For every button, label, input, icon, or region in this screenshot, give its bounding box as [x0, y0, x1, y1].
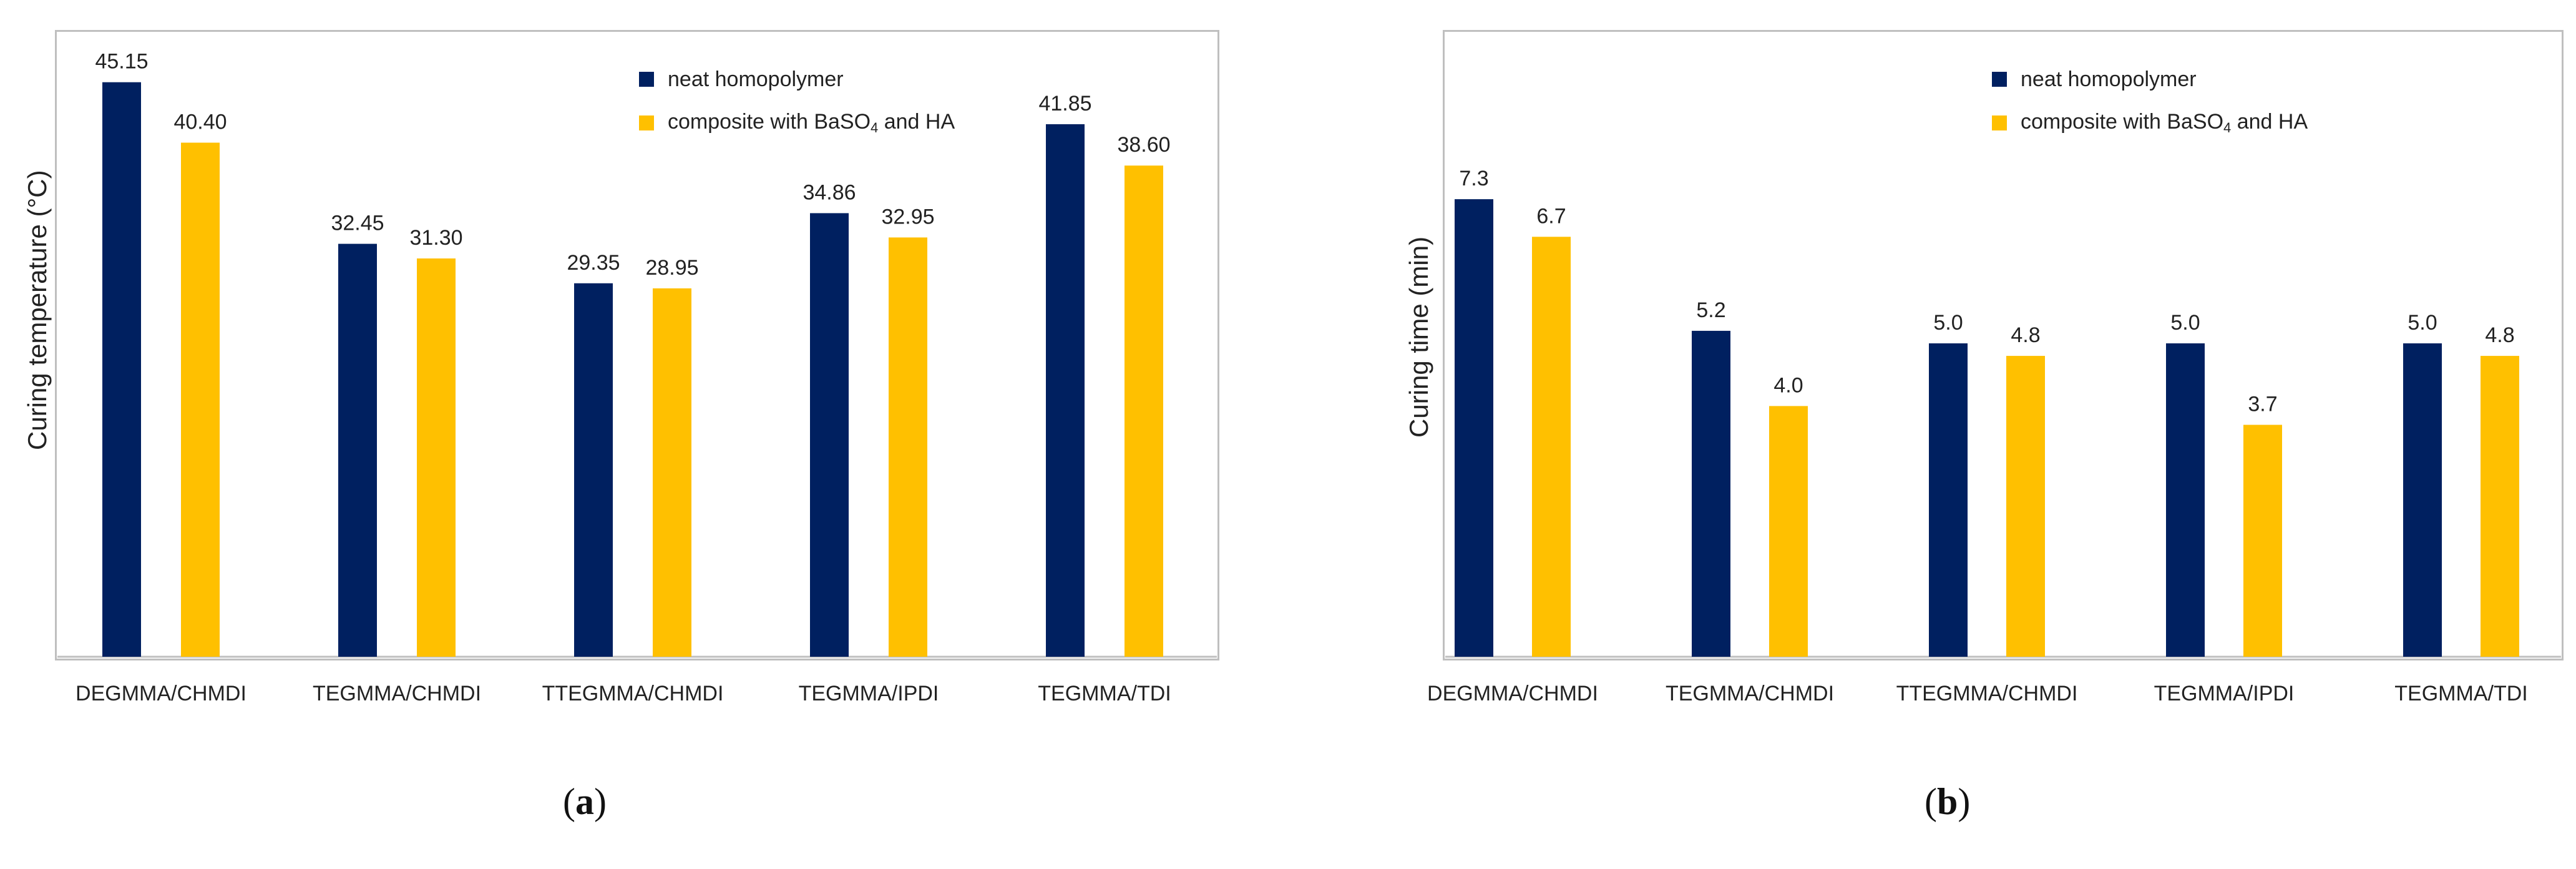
legend-item-composite: composite with BaSO4 and HA: [1992, 101, 2308, 145]
data-label-composite-0: 6.7: [1536, 204, 1566, 228]
legend-swatch-composite: [639, 115, 654, 130]
legend-swatch-neat: [639, 72, 654, 87]
data-label-neat-1: 5.2: [1696, 298, 1725, 322]
bar-neat-2: [1929, 343, 1968, 657]
bar-neat-1: [1692, 330, 1730, 657]
bar-composite-1: [1769, 406, 1808, 657]
data-label-composite-1: 31.30: [409, 226, 462, 250]
data-label-composite-4: 38.60: [1117, 133, 1170, 157]
data-label-neat-2: 5.0: [1933, 311, 1963, 335]
bar-composite-2: [2006, 356, 2045, 657]
bar-composite-3: [2243, 425, 2282, 657]
bar-neat-4: [2403, 343, 2442, 657]
x-tick-label-3: TEGMMA/IPDI: [2154, 682, 2295, 705]
bar-neat-4: [1046, 124, 1085, 657]
x-tick-label-4: TEGMMA/TDI: [1038, 682, 1171, 705]
legend-item-neat: neat homopolymer: [639, 57, 955, 101]
data-label-composite-3: 32.95: [881, 205, 934, 228]
data-label-composite-4: 4.8: [2485, 323, 2514, 347]
data-label-neat-3: 5.0: [2170, 311, 2200, 335]
bar-composite-4: [1125, 165, 1163, 657]
data-label-neat-4: 5.0: [2408, 311, 2437, 335]
bar-composite-1: [417, 258, 456, 657]
data-label-neat-2: 29.35: [567, 251, 620, 275]
legend-label-neat: neat homopolymer: [668, 67, 844, 91]
data-label-neat-4: 41.85: [1038, 92, 1091, 115]
panel-caption-b: (b): [1925, 781, 1971, 822]
panel-caption-a: (a): [563, 781, 607, 822]
x-tick-label-1: TEGMMA/CHMDI: [1666, 682, 1834, 705]
legend-swatch-neat: [1992, 72, 2007, 87]
legend-label-neat: neat homopolymer: [2021, 67, 2197, 91]
chart-frame-a: [55, 30, 1219, 660]
bar-neat-3: [810, 213, 849, 657]
bar-chart-a: 45.15 40.40 DEGMMA/CHMDI 32.45 31.30 TEGMMA/C…: [57, 50, 1217, 705]
data-label-composite-3: 3.7: [2248, 393, 2277, 416]
data-label-neat-3: 34.86: [803, 180, 856, 204]
bar-composite-4: [2481, 356, 2519, 657]
data-label-neat-0: 7.3: [1459, 167, 1488, 190]
bar-neat-0: [1455, 199, 1493, 657]
x-tick-label-3: TEGMMA/IPDI: [799, 682, 939, 705]
chart-panel-b: Curing time (min) 7.3 6.7 DEGMMA/CHMDI 5.2 4…: [1288, 0, 2576, 869]
bar-composite-3: [889, 237, 927, 657]
legend-label-composite: composite with BaSO4 and HA: [2021, 110, 2308, 135]
data-label-neat-0: 45.15: [95, 50, 148, 74]
data-label-composite-0: 40.40: [173, 110, 227, 134]
bar-neat-2: [574, 283, 613, 657]
bar-composite-0: [1532, 237, 1571, 657]
legend-a: neat homopolymer composite with BaSO4 an…: [639, 57, 955, 145]
legend-swatch-composite: [1992, 115, 2007, 130]
x-tick-label-1: TEGMMA/CHMDI: [313, 682, 481, 705]
data-label-composite-1: 4.0: [1773, 373, 1803, 397]
bar-neat-0: [102, 82, 141, 657]
legend-b: neat homopolymer composite with BaSO4 an…: [1992, 57, 2308, 145]
bar-chart-b: 7.3 6.7 DEGMMA/CHMDI 5.2 4.0 TEGMMA/CHMDI 5.0 4…: [1427, 167, 2561, 705]
chart-frame-b: [1443, 30, 2564, 660]
bar-composite-2: [653, 288, 691, 657]
legend-label-composite: composite with BaSO4 and HA: [668, 110, 955, 135]
x-tick-label-0: DEGMMA/CHMDI: [76, 682, 246, 705]
x-tick-label-4: TEGMMA/TDI: [2394, 682, 2527, 705]
x-tick-label-2: TTEGMMA/CHMDI: [1896, 682, 2078, 705]
bar-composite-0: [181, 142, 220, 657]
chart-panel-a: Curing temperature (°C) 45.15 40.40 DEGMMA…: [22, 30, 1219, 822]
bar-neat-3: [2166, 343, 2205, 657]
x-tick-label-2: TTEGMMA/CHMDI: [542, 682, 724, 705]
legend-item-neat: neat homopolymer: [1992, 57, 2308, 101]
x-tick-label-0: DEGMMA/CHMDI: [1427, 682, 1598, 705]
data-label-neat-1: 32.45: [331, 212, 384, 235]
legend-item-composite: composite with BaSO4 and HA: [639, 101, 955, 145]
data-label-composite-2: 4.8: [2011, 323, 2040, 347]
data-label-composite-2: 28.95: [645, 256, 698, 280]
bar-neat-1: [338, 243, 377, 657]
